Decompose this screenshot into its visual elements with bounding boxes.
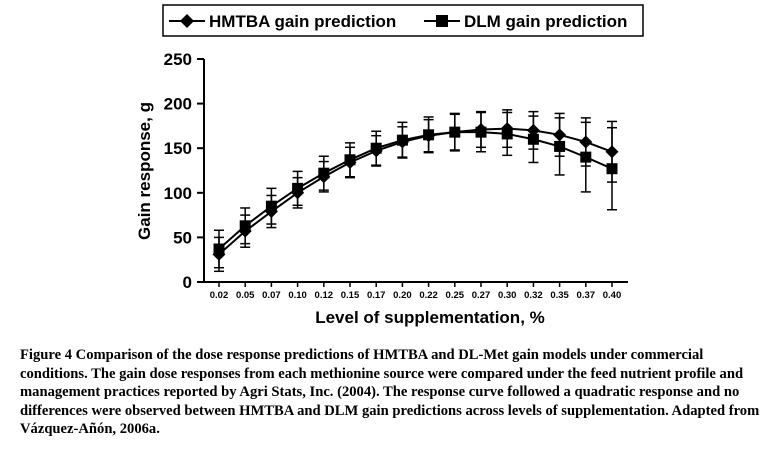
x-tick-label: 0.15 [341,290,360,301]
data-point-square [370,142,382,154]
data-point-square [527,133,539,145]
figure-caption: Figure 4 Comparison of the dose response… [20,347,760,438]
dose-response-chart: HMTBA gain prediction DLM gain predictio… [135,4,644,327]
data-point-square [292,182,304,194]
data-point-square [475,126,487,138]
y-tick-label: 250 [164,50,192,69]
legend-item-dlm: DLM gain prediction [424,12,627,31]
x-tick-label: 0.32 [524,290,543,301]
data-point-square [580,151,592,163]
x-tick-label: 0.05 [236,290,255,301]
series-dlm [213,111,618,269]
x-tick-label: 0.17 [367,290,386,301]
series-hmtba [212,109,619,273]
x-tick-label: 0.25 [446,290,465,301]
legend-square-marker [436,15,448,27]
x-tick-label: 0.07 [262,290,281,301]
x-tick-label: 0.20 [393,290,412,301]
data-point-square [606,163,618,175]
series-line [218,127,613,256]
data-point-square [239,220,251,232]
x-ticks: 0.02 0.05 0.07 0.10 0.12 0.15 0.17 0.20 0.22 0.25… [210,282,622,301]
y-axis-title: Gain response, g [135,102,154,240]
y-tick-label: 100 [164,184,192,203]
data-point-square [554,140,566,152]
x-tick-label: 0.10 [288,290,307,301]
x-tick-label: 0.37 [577,290,596,301]
x-tick-label: 0.22 [419,290,438,301]
legend-label-dlm: DLM gain prediction [464,12,627,31]
x-tick-label: 0.12 [315,290,334,301]
y-tick-label: 0 [183,273,192,292]
x-tick-label: 0.40 [603,290,622,301]
legend-item-hmtba: HMTBA gain prediction [169,12,396,31]
data-point-square [213,243,225,255]
data-point-square [501,128,513,140]
x-tick-label: 0.02 [210,290,229,301]
legend-diamond-marker [180,14,194,28]
y-tick-label: 50 [173,228,192,247]
data-point-square [265,200,277,212]
x-axis-title: Level of supplementation, % [315,308,545,327]
x-tick-label: 0.27 [472,290,491,301]
data-point-square [449,126,461,138]
y-tick-label: 150 [164,139,192,158]
data-point-square [396,134,408,146]
data-point-square [318,167,330,179]
x-tick-label: 0.35 [550,290,569,301]
series-line [218,131,613,250]
x-tick-label: 0.30 [498,290,517,301]
data-point-square [344,154,356,166]
legend-label-hmtba: HMTBA gain prediction [209,12,396,31]
series-layer [212,109,619,273]
y-ticks: 0 50 100 150 200 250 [164,50,204,292]
y-tick-label: 200 [164,95,192,114]
legend-box [162,4,644,37]
data-point-square [423,129,435,141]
